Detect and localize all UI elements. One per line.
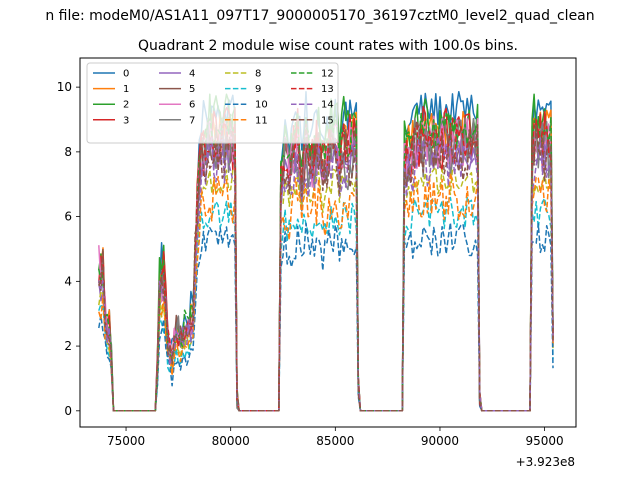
legend-label-4: 4 [189,69,195,80]
legend-label-14: 14 [321,100,334,111]
series-line-6 [98,115,554,412]
chart-title: Quadrant 2 module wise count rates with … [138,38,518,54]
legend-label-5: 5 [189,84,195,95]
legend-label-7: 7 [189,115,195,126]
x-offset-label: +3.923e8 [516,455,575,469]
legend-label-15: 15 [321,115,334,126]
legend-label-0: 0 [123,69,129,80]
legend-label-10: 10 [255,100,268,111]
x-tick-label: 85000 [316,434,354,448]
legend-label-9: 9 [255,84,261,95]
y-tick-label: 10 [57,80,72,94]
axes-layer: 75000 80000 85000 90000 95000 0 2 4 6 8 10 [57,80,564,448]
legend-box [86,62,339,144]
legend-label-13: 13 [321,84,334,95]
legend-label-1: 1 [123,84,129,95]
plot-frame [79,57,577,428]
series-line-9 [98,196,554,412]
suptitle: n file: modeM0/AS1A11_097T17_9000005170_… [45,8,594,24]
y-tick-label: 6 [64,210,72,224]
x-tick-label: 95000 [526,434,564,448]
legend-label-6: 6 [189,100,195,111]
legend-label-2: 2 [123,100,129,111]
y-tick-label: 8 [64,145,72,159]
legend-label-8: 8 [255,69,261,80]
x-tick-label: 75000 [107,434,145,448]
y-tick-label: 4 [64,274,72,288]
x-tick-label: 90000 [421,434,459,448]
legend-label-12: 12 [321,69,334,80]
legend-label-3: 3 [123,115,129,126]
y-tick-label: 2 [64,339,72,353]
y-tick-label: 0 [64,404,72,418]
series-line-10 [98,221,554,412]
legend-label-11: 11 [255,115,268,126]
series-line-15 [98,120,554,412]
series-line-14 [98,136,554,412]
x-tick-label: 80000 [212,434,250,448]
